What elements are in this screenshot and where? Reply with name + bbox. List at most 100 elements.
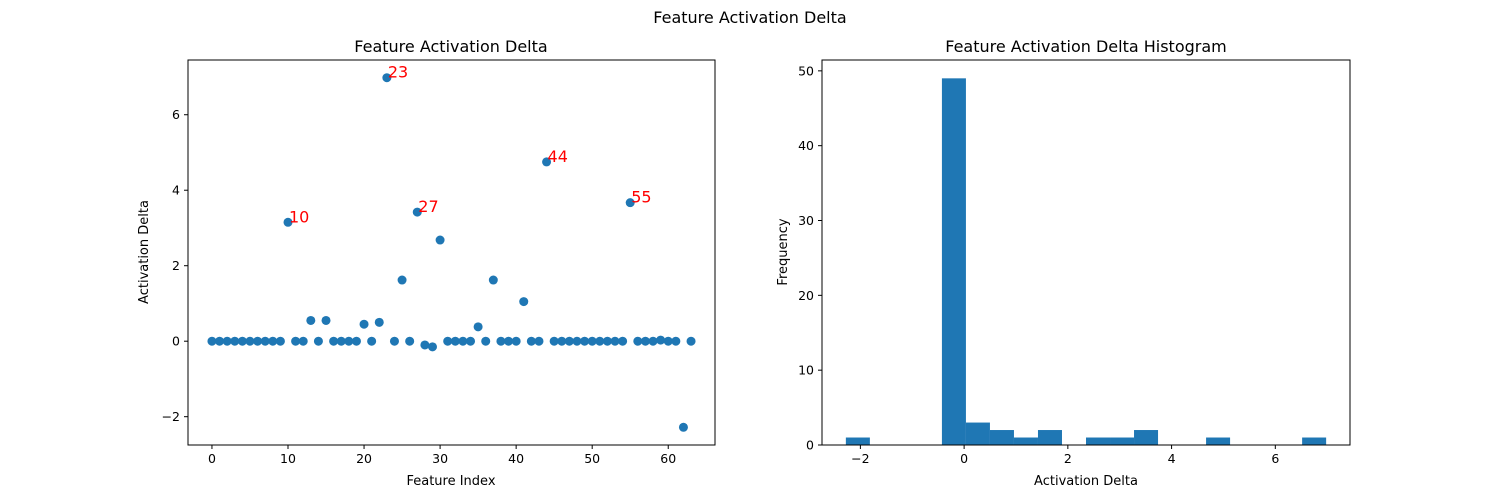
scatter-point <box>283 217 293 227</box>
histogram-y-tick-label: 40 <box>798 138 814 153</box>
scatter-point <box>488 275 498 285</box>
scatter-x-tick-label: 50 <box>584 451 600 466</box>
scatter-point <box>564 336 574 346</box>
scatter-point <box>405 336 415 346</box>
scatter-axes-frame <box>187 59 716 446</box>
histogram-y-tick-label: 50 <box>798 63 814 78</box>
histogram-bar <box>845 437 870 445</box>
scatter-point <box>671 336 681 346</box>
scatter-annotation: 10 <box>289 207 309 226</box>
scatter-x-tick-label: 10 <box>280 451 296 466</box>
scatter-point <box>656 335 666 345</box>
scatter-point <box>351 336 361 346</box>
histogram-x-ticks: −2 0 2 4 6 <box>851 445 1279 466</box>
scatter-point <box>526 336 536 346</box>
scatter-point <box>291 336 301 346</box>
histogram-x-tick-label: 2 <box>1064 451 1072 466</box>
scatter-point <box>640 336 650 346</box>
scatter-point <box>648 336 658 346</box>
histogram-y-tick-label: 10 <box>798 363 814 378</box>
histogram-bar <box>1013 437 1038 445</box>
scatter-point <box>245 336 255 346</box>
histogram-title: Feature Activation Delta Histogram <box>945 37 1227 56</box>
scatter-y-tick-label: 0 <box>172 334 180 349</box>
histogram-y-tick-label: 0 <box>806 438 814 453</box>
scatter-point <box>473 322 483 332</box>
scatter-point <box>275 336 285 346</box>
histogram-bar <box>989 430 1014 445</box>
scatter-point <box>580 336 590 346</box>
histogram-bar <box>1086 437 1111 445</box>
scatter-point <box>412 207 422 217</box>
scatter-y-label: Activation Delta <box>137 200 152 304</box>
scatter-point <box>306 315 316 325</box>
scatter-point <box>466 336 476 346</box>
scatter-point <box>329 336 339 346</box>
scatter-point <box>207 336 217 346</box>
scatter-y-tick-label: 4 <box>172 183 180 198</box>
scatter-point <box>504 336 514 346</box>
scatter-point <box>420 340 430 350</box>
scatter-point <box>450 336 460 346</box>
histogram-bar <box>1110 437 1135 445</box>
histogram-bar <box>1134 430 1159 445</box>
scatter-y-ticks: −2 0 2 4 6 <box>162 107 188 424</box>
histogram-bar <box>941 78 966 445</box>
scatter-point <box>389 336 399 346</box>
scatter-point <box>253 336 263 346</box>
scatter-marks <box>207 73 696 432</box>
scatter-annotation: 55 <box>631 188 651 207</box>
scatter-point <box>367 336 377 346</box>
scatter-x-label: Feature Index <box>406 474 495 489</box>
histogram-x-tick-label: 4 <box>1168 451 1176 466</box>
scatter-point <box>633 336 643 346</box>
scatter-point <box>260 336 270 346</box>
scatter-point <box>435 235 445 245</box>
scatter-point <box>481 336 491 346</box>
histogram-y-label: Frequency <box>776 218 791 285</box>
scatter-point <box>443 336 453 346</box>
scatter-point <box>618 336 628 346</box>
scatter-x-tick-label: 60 <box>660 451 676 466</box>
scatter-point <box>382 73 392 83</box>
scatter-point <box>549 336 559 346</box>
histogram-x-label: Activation Delta <box>1034 474 1138 489</box>
scatter-point <box>557 336 567 346</box>
scatter-y-tick-label: 2 <box>172 258 180 273</box>
histogram-y-tick-label: 30 <box>798 213 814 228</box>
scatter-annotation: 23 <box>388 63 408 82</box>
histogram-axes-frame <box>821 59 1351 446</box>
histogram-bar <box>1302 437 1327 445</box>
scatter-point <box>222 336 232 346</box>
scatter-point <box>534 336 544 346</box>
scatter-point <box>519 297 529 307</box>
histogram-bar <box>965 422 990 445</box>
scatter-point <box>268 336 278 346</box>
scatter-point <box>313 336 323 346</box>
scatter-point <box>602 336 612 346</box>
scatter-x-tick-label: 20 <box>356 451 372 466</box>
scatter-point <box>595 336 605 346</box>
scatter-panel: Feature Activation Delta 10 23 27 44 55 0 10 2… <box>137 37 716 489</box>
scatter-point <box>374 317 384 327</box>
histogram-y-tick-label: 20 <box>798 288 814 303</box>
scatter-annotation: 27 <box>418 197 438 216</box>
scatter-point <box>663 336 673 346</box>
histogram-bars <box>845 78 1327 445</box>
scatter-x-tick-label: 30 <box>432 451 448 466</box>
scatter-title: Feature Activation Delta <box>354 37 547 56</box>
scatter-point <box>496 336 506 346</box>
scatter-point <box>587 336 597 346</box>
scatter-point <box>237 336 247 346</box>
scatter-annotation: 44 <box>548 147 568 166</box>
scatter-point <box>397 275 407 285</box>
scatter-x-tick-label: 0 <box>208 451 216 466</box>
histogram-x-tick-label: 6 <box>1271 451 1279 466</box>
scatter-point <box>678 422 688 432</box>
scatter-y-tick-label: −2 <box>162 409 180 424</box>
scatter-x-ticks: 0 10 20 30 40 50 60 <box>208 445 676 466</box>
scatter-point <box>458 336 468 346</box>
scatter-point <box>686 336 696 346</box>
